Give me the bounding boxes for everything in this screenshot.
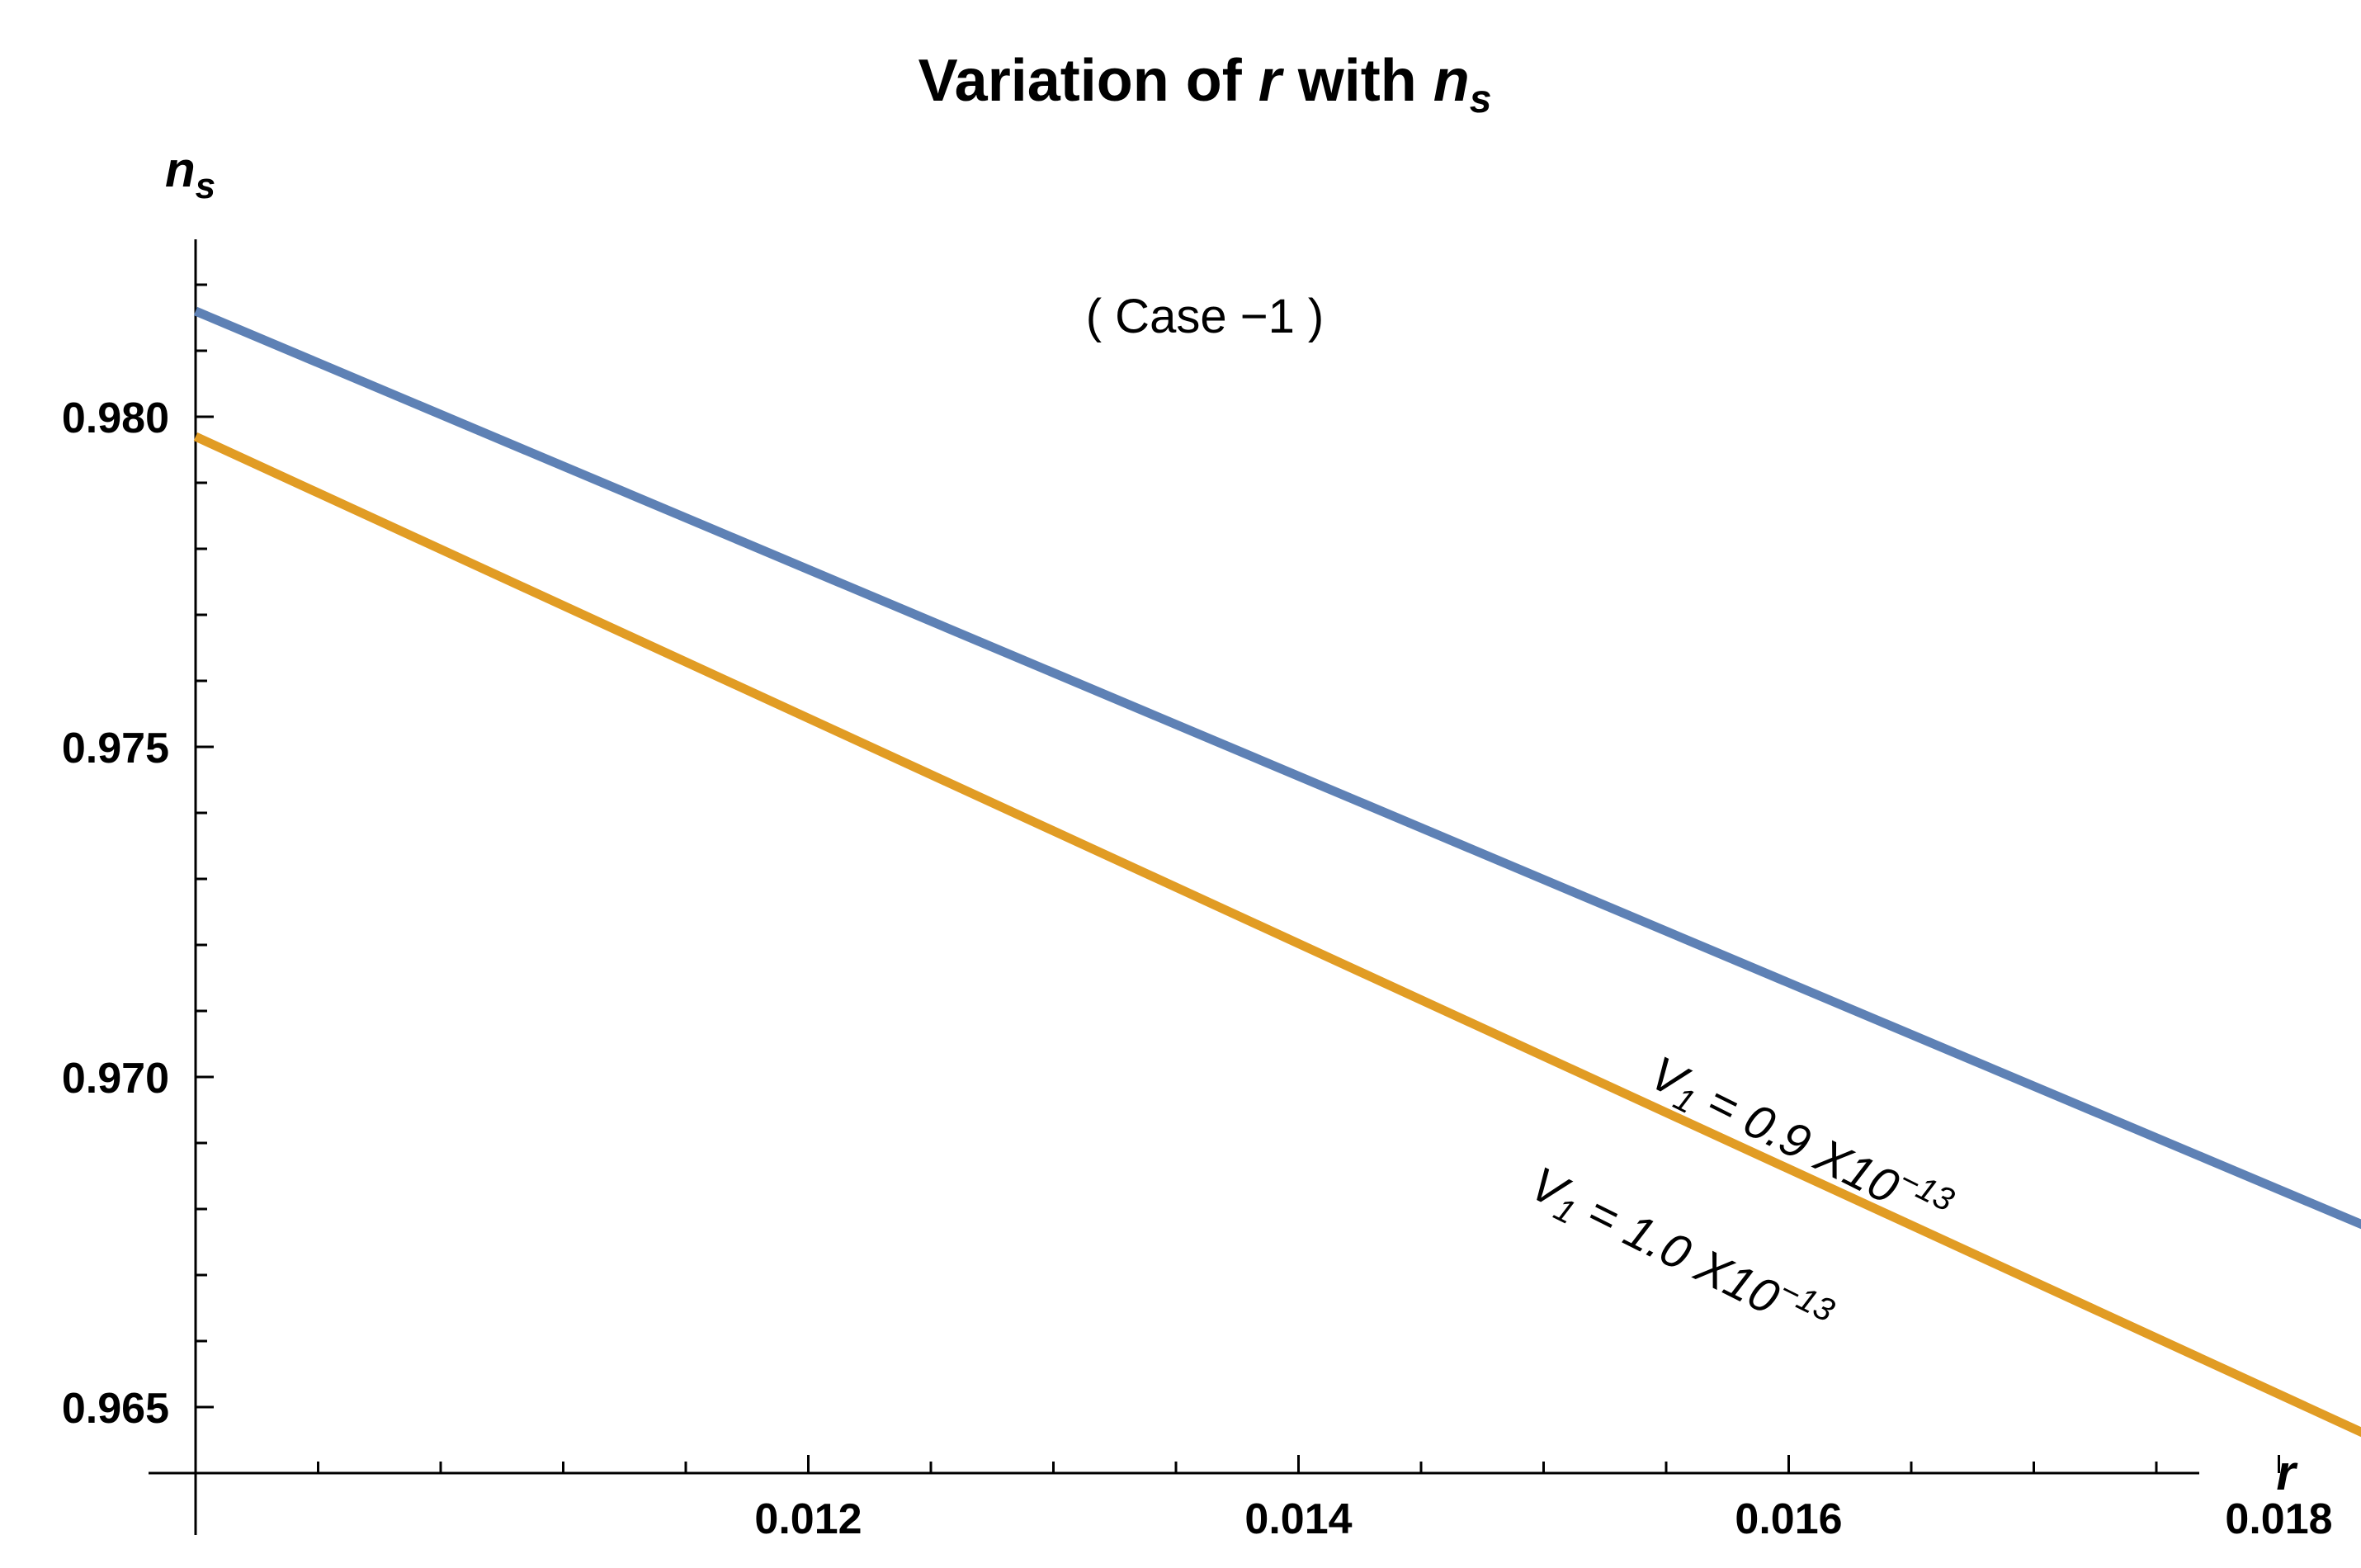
y-tick-label: 0.980 [62,394,169,442]
y-tick-label: 0.975 [62,725,169,772]
x-tick-label: 0.016 [1735,1495,1842,1543]
chart-title-var2: n [1433,48,1470,114]
y-tick-label: 0.970 [62,1055,169,1103]
chart-title: Variation of r with ns [918,48,1492,121]
chart-title-var2-sub: s [1470,78,1492,121]
series-lines [193,306,2361,1438]
x-tick-label: 0.014 [1244,1495,1352,1543]
chart-title-middle: with [1282,48,1433,114]
y-axis-label-sub: s [196,166,215,206]
chart-title-var1: r [1258,48,1285,114]
series-label-orange-eq: = 1.0 X10 [1567,1179,1787,1325]
y-axis-label-base: n [165,142,196,197]
y-tick-label: 0.965 [62,1385,169,1433]
series-label-blue: V1 = 0.9 X10−13 [1640,1041,1960,1244]
chart-title-prefix: Variation of [918,48,1258,114]
x-tick-label: 0.012 [754,1495,862,1543]
y-axis-ticks: 0.965 0.970 0.975 0.980 [62,283,214,1475]
x-tick-label: 0.018 [2225,1495,2332,1543]
y-axis-label: ns [165,142,215,206]
case-annotation: ( Case −1 ) [1086,290,1325,343]
x-axis-ticks: 0.012 0.014 0.016 0.018 [317,1455,2333,1543]
series-line-blue [193,306,2361,1230]
series-line-orange [193,432,2361,1438]
series-label-orange: V1 = 1.0 X10−13 [1520,1151,1840,1354]
